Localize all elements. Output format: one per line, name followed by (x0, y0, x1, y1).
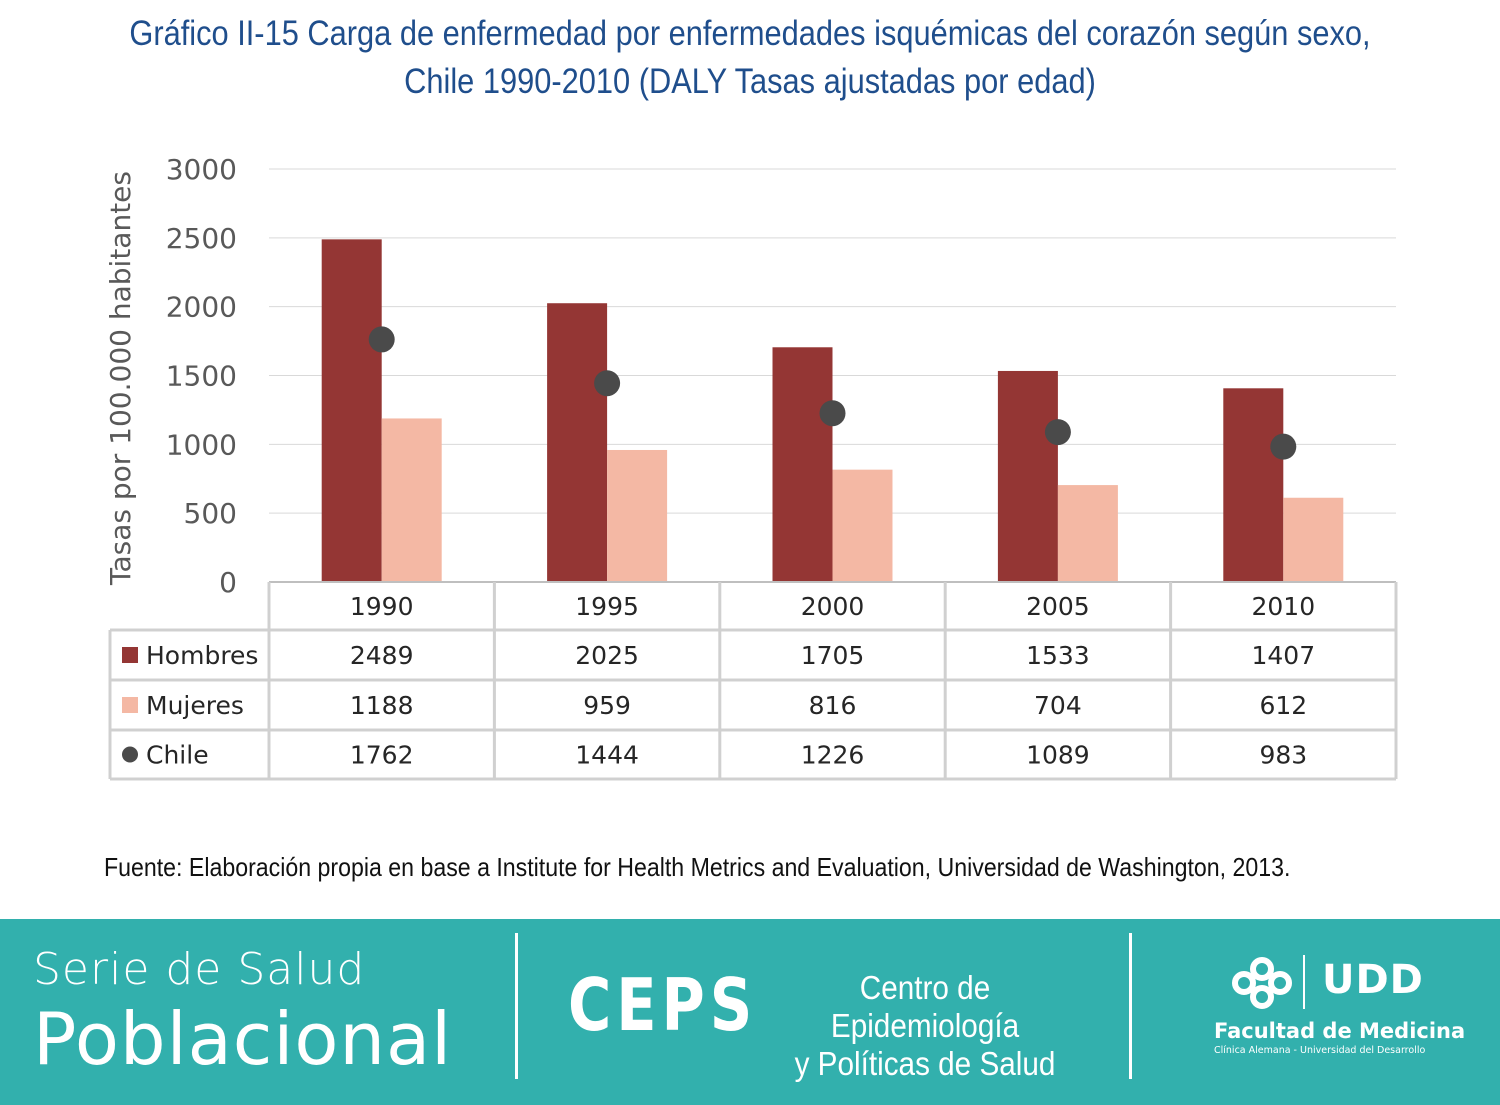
bar-mujeres-1995 (607, 449, 668, 582)
legend-swatch-mujeres (122, 697, 138, 713)
legend-label-hombres: Hombres (146, 641, 258, 670)
data-label: 704 (1034, 691, 1082, 720)
title-line-1: Gráfico II-15 Carga de enfermedad por en… (129, 14, 1371, 53)
data-label: 1533 (1026, 641, 1090, 670)
chart-area: 0 500 1000 1500 2000 2500 3000 Tasas por 100.00… (104, 153, 1398, 781)
ceps-subtitle-line-2: y Políticas de Salud (794, 1045, 1056, 1082)
bar-hombres-2010 (1223, 388, 1284, 582)
bar-hombres-2005 (997, 370, 1058, 582)
x-tick-label: 2000 (801, 592, 865, 621)
y-tick-label: 1000 (166, 428, 237, 461)
legend-label-mujeres: Mujeres (146, 691, 244, 720)
source-note: Fuente: Elaboración propia en base a Ins… (104, 852, 1291, 882)
chart-title: Gráfico II-15 Carga de enfermedad por en… (0, 10, 1500, 106)
bar-mujeres-1990 (381, 418, 442, 582)
y-tick-label: 1500 (166, 360, 237, 393)
legend-label-chile: Chile (146, 741, 209, 770)
bar-hombres-1990 (321, 239, 382, 583)
y-axis-label: Tasas por 100.000 habitantes (104, 171, 137, 586)
data-label: 959 (583, 691, 631, 720)
x-tick-label: 1990 (350, 592, 414, 621)
y-tick-label: 2500 (166, 222, 237, 255)
y-tick-label: 3000 (166, 153, 237, 186)
ceps-subtitle-line-1: Centro de Epidemiología (830, 969, 1020, 1044)
footer-divider-1 (515, 933, 518, 1079)
legend-swatch-chile (122, 746, 138, 763)
data-label: 1762 (350, 741, 414, 770)
logo-divider (1303, 955, 1305, 1009)
data-label: 612 (1259, 691, 1307, 720)
footer-banner: Serie de Salud Poblacional CEPS Centro d… (0, 919, 1500, 1105)
series-title-line-1: Serie de Salud (33, 944, 366, 995)
bar-mujeres-2000 (832, 469, 893, 582)
data-label: 983 (1259, 741, 1307, 770)
y-tick-label: 0 (219, 566, 237, 599)
bar-hombres-2000 (772, 347, 833, 582)
point-chile-2010 (1270, 433, 1297, 460)
data-label: 1444 (575, 741, 639, 770)
title-line-2: Chile 1990-2010 (DALY Tasas ajustadas po… (404, 62, 1096, 101)
x-tick-label: 1995 (575, 592, 639, 621)
bar-mujeres-2010 (1283, 497, 1344, 582)
point-chile-2000 (819, 400, 846, 427)
y-tick-label: 2000 (166, 291, 237, 324)
point-chile-2005 (1044, 419, 1071, 446)
x-tick-label: 2010 (1251, 592, 1315, 621)
data-label: 1089 (1026, 741, 1090, 770)
data-label: 816 (809, 691, 857, 720)
footer-divider-2 (1129, 933, 1132, 1079)
ceps-logo-text: CEPS (568, 963, 758, 1047)
data-label: 2025 (575, 641, 639, 670)
data-label: 1226 (801, 741, 865, 770)
point-chile-1995 (594, 370, 621, 397)
series-title-line-2: Poblacional (33, 997, 453, 1081)
faculty-name: Facultad de Medicina (1214, 1019, 1466, 1043)
data-label: 1407 (1251, 641, 1315, 670)
data-label: 1705 (801, 641, 865, 670)
point-chile-1990 (368, 326, 395, 353)
legend-swatch-hombres (122, 647, 138, 663)
y-tick-label: 500 (184, 497, 237, 530)
faculty-subtitle: Clínica Alemana - Universidad del Desarr… (1214, 1045, 1426, 1056)
ceps-subtitle: Centro de Epidemiología y Políticas de S… (795, 969, 1056, 1083)
udd-logo-text: UDD (1322, 957, 1424, 1003)
bar-hombres-1995 (547, 303, 608, 582)
data-label: 1188 (350, 691, 414, 720)
faculty-logo-icon (1232, 957, 1292, 1009)
x-tick-label: 2005 (1026, 592, 1090, 621)
bar-mujeres-2005 (1057, 485, 1118, 582)
data-label: 2489 (350, 641, 414, 670)
